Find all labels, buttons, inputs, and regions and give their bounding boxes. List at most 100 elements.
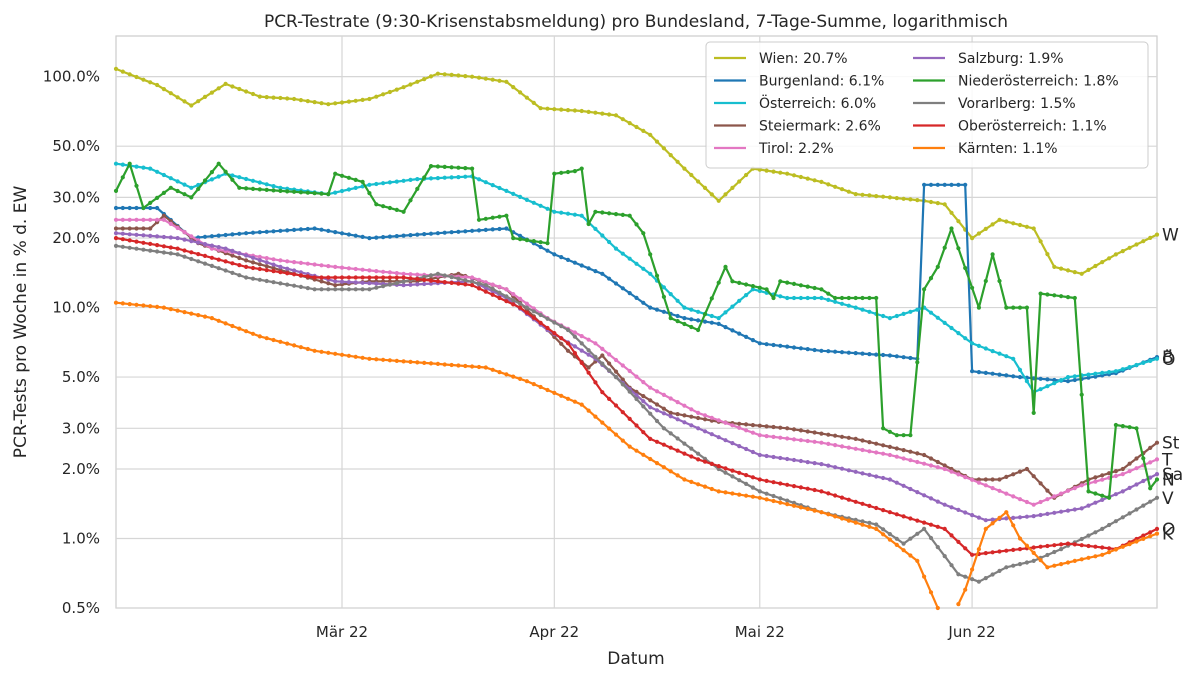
data-point <box>757 167 762 172</box>
data-point <box>360 267 365 272</box>
data-point <box>552 209 557 214</box>
data-point <box>764 168 769 173</box>
data-point <box>250 260 256 265</box>
data-point <box>470 364 475 369</box>
data-point <box>956 219 961 224</box>
data-point <box>791 503 797 508</box>
data-point <box>1052 293 1057 298</box>
data-point <box>853 446 858 451</box>
data-point <box>524 379 530 384</box>
data-point <box>812 430 817 435</box>
data-point <box>175 188 180 194</box>
data-point <box>326 350 331 355</box>
data-point <box>771 169 776 174</box>
data-point <box>559 255 564 260</box>
data-point <box>894 313 899 319</box>
data-point <box>497 185 502 191</box>
data-point <box>483 227 488 232</box>
data-point <box>750 485 756 490</box>
data-point <box>915 198 920 203</box>
data-point <box>682 403 687 408</box>
data-point <box>374 235 379 240</box>
data-point <box>668 153 673 158</box>
data-point <box>463 174 468 179</box>
data-point <box>168 176 173 181</box>
data-point <box>963 182 968 187</box>
data-point <box>148 233 153 238</box>
data-point <box>730 185 735 190</box>
data-point <box>490 183 495 188</box>
data-point <box>579 334 584 339</box>
data-point <box>435 176 440 181</box>
data-point <box>155 304 160 309</box>
data-point <box>1024 305 1029 310</box>
data-point <box>935 499 940 504</box>
data-point <box>401 275 406 280</box>
data-point <box>791 173 797 178</box>
data-point <box>374 181 379 187</box>
data-point <box>798 174 804 180</box>
data-point <box>1045 488 1050 493</box>
data-point <box>730 441 735 446</box>
x-tick-label: Mär 22 <box>316 623 368 641</box>
data-point <box>1017 547 1023 552</box>
data-point <box>696 410 701 415</box>
data-point <box>593 414 598 419</box>
data-point <box>942 202 947 207</box>
data-point <box>970 341 975 346</box>
data-point <box>1093 554 1098 559</box>
data-point <box>1093 263 1098 269</box>
data-point <box>435 279 440 284</box>
data-point <box>627 444 632 449</box>
data-point <box>1154 457 1160 462</box>
data-point <box>504 287 509 292</box>
data-point <box>374 94 379 99</box>
data-point <box>696 482 701 487</box>
data-point <box>1148 358 1153 363</box>
data-point <box>771 424 776 430</box>
data-point <box>997 278 1002 284</box>
data-point <box>613 246 619 251</box>
data-point <box>292 189 297 194</box>
data-point <box>456 229 461 234</box>
data-point <box>155 249 160 254</box>
data-point <box>531 309 536 314</box>
data-point <box>333 101 338 106</box>
data-point <box>682 441 687 446</box>
data-point <box>744 293 749 298</box>
data-point <box>278 270 283 275</box>
legend-box <box>705 41 1149 169</box>
data-point <box>839 516 845 521</box>
data-point <box>819 510 824 515</box>
data-point <box>504 294 509 299</box>
data-point <box>1004 373 1009 378</box>
data-point <box>1011 221 1016 226</box>
data-point <box>278 281 283 286</box>
data-point <box>237 273 242 278</box>
data-point <box>175 236 180 241</box>
data-point <box>189 103 194 108</box>
data-point <box>771 493 776 499</box>
data-point <box>826 512 831 517</box>
data-point <box>161 190 166 195</box>
data-point <box>531 239 536 244</box>
data-point <box>1093 530 1098 535</box>
data-point <box>744 473 749 478</box>
data-point <box>661 406 667 411</box>
data-point <box>346 232 351 237</box>
data-point <box>209 170 214 175</box>
data-point <box>648 436 653 441</box>
data-point <box>189 250 194 255</box>
data-point <box>702 484 708 489</box>
data-point <box>785 498 790 503</box>
data-point <box>202 314 208 319</box>
data-point <box>442 175 447 180</box>
data-point <box>408 233 413 238</box>
data-point <box>148 241 153 246</box>
data-point <box>333 283 338 288</box>
data-point <box>1113 492 1118 497</box>
data-point <box>1154 495 1160 500</box>
data-point <box>620 382 625 387</box>
data-point <box>723 192 728 197</box>
data-point <box>1127 365 1132 370</box>
